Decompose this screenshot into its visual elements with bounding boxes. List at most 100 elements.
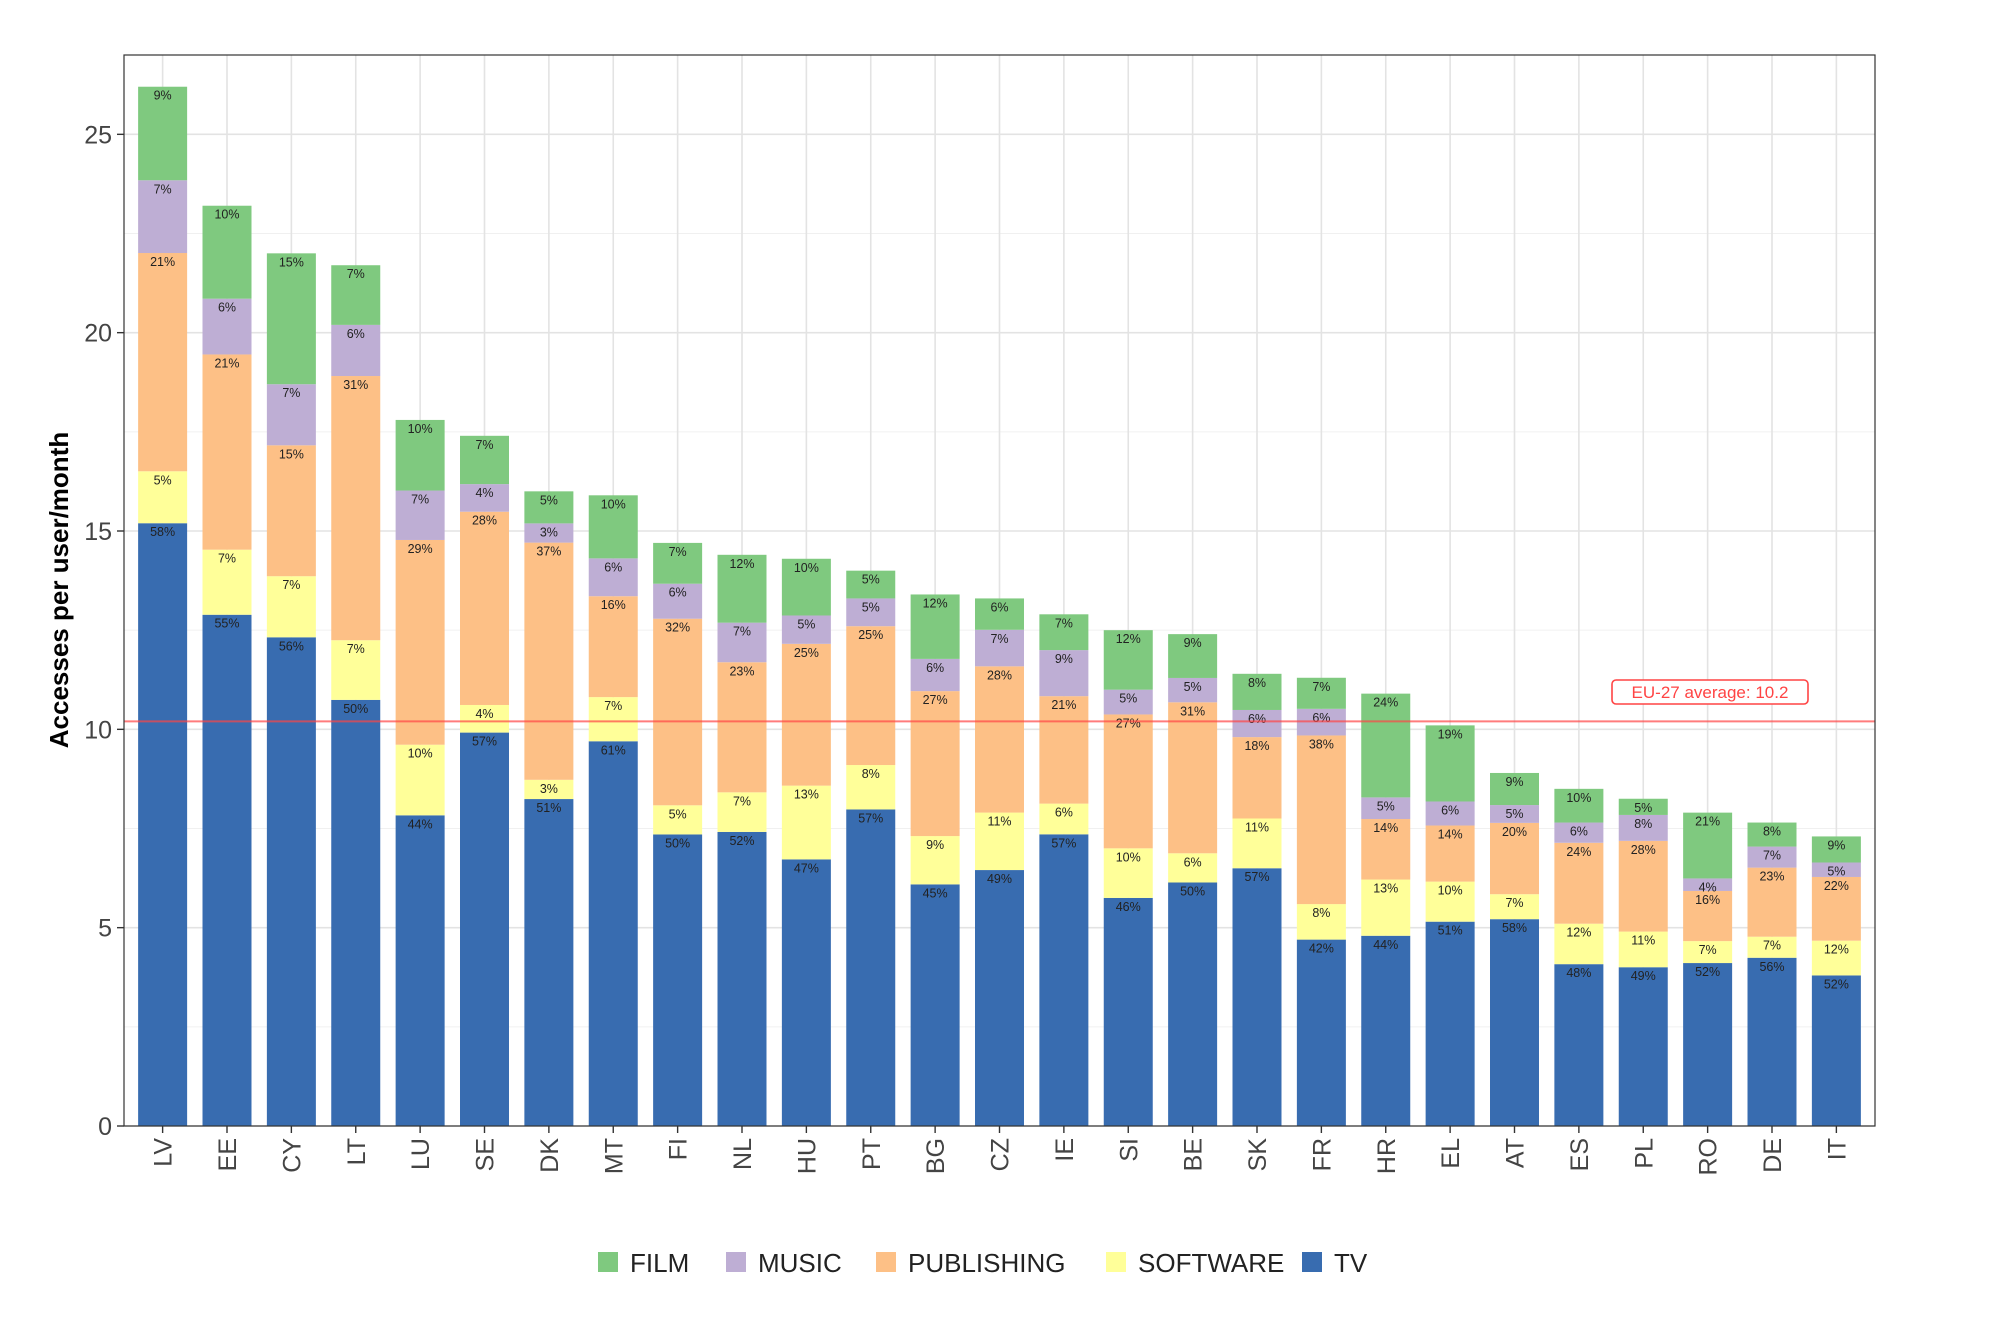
bar-segment-film: [1490, 772, 1539, 806]
data-label: 5%: [669, 807, 687, 821]
bar-segment-publishing: [1168, 702, 1218, 854]
data-label: 28%: [987, 668, 1012, 682]
data-label: 7%: [669, 545, 687, 559]
bar-segment-software: [331, 640, 381, 700]
bar-segment-software: [975, 812, 1024, 871]
bar-segment-film: [202, 205, 252, 299]
bar-segment-publishing: [395, 539, 445, 745]
bar-segment-tv: [1490, 919, 1539, 1126]
data-label: 4%: [475, 707, 493, 721]
bar-segment-publishing: [1296, 735, 1346, 905]
bar-segment-software: [395, 744, 445, 816]
bar-EE: 55% 7% 21% 6% 10%: [202, 205, 252, 1126]
bar-segment-music: [1103, 689, 1153, 715]
bar-segment-software: [1425, 881, 1475, 922]
data-label: 10%: [601, 497, 626, 511]
data-label: 22%: [1824, 879, 1849, 893]
x-tick-label: FR: [1308, 1138, 1336, 1171]
legend-label-music: MUSIC: [758, 1248, 842, 1278]
data-label: 42%: [1309, 942, 1334, 956]
data-label: 5%: [862, 600, 880, 614]
reference-label: EU-27 average: 10.2: [1632, 683, 1789, 702]
bar-segment-publishing: [202, 354, 252, 550]
bar-segment-music: [460, 484, 509, 512]
data-label: 10%: [794, 561, 819, 575]
bar-segment-music: [1039, 650, 1089, 697]
data-label: 18%: [1244, 739, 1269, 753]
bar-segment-film: [1168, 634, 1218, 678]
bar-segment-software: [266, 576, 316, 638]
data-label: 12%: [923, 596, 948, 610]
x-tick-label: EL: [1437, 1138, 1465, 1169]
data-label: 7%: [990, 632, 1008, 646]
data-label: 5%: [1119, 692, 1137, 706]
x-tick-label: RO: [1695, 1138, 1723, 1176]
data-label: 25%: [858, 628, 883, 642]
bar-segment-tv: [1103, 897, 1153, 1126]
data-label: 21%: [150, 255, 175, 269]
data-label: 7%: [1763, 939, 1781, 953]
bar-SK: 57% 11% 18% 6% 8%: [1232, 673, 1282, 1126]
bar-segment-tv: [910, 884, 960, 1126]
bar-segment-publishing: [1103, 714, 1153, 849]
data-label: 57%: [858, 811, 883, 825]
data-label: 6%: [1248, 712, 1266, 726]
bar-DE: 56% 7% 23% 7% 8%: [1747, 822, 1797, 1126]
data-label: 12%: [1116, 632, 1141, 646]
x-tick-label: ES: [1566, 1138, 1594, 1171]
y-axis: 0 5 10 15 20 25: [84, 121, 124, 1141]
bar-segment-software: [846, 765, 896, 810]
data-label: 6%: [1570, 825, 1588, 839]
data-label: 20%: [1502, 825, 1527, 839]
bar-segment-publishing: [1490, 822, 1539, 895]
data-label: 5%: [862, 573, 880, 587]
y-tick-label: 25: [84, 121, 112, 149]
data-label: 7%: [218, 552, 236, 566]
bar-segment-tv: [781, 859, 831, 1126]
data-label: 45%: [923, 886, 948, 900]
bar-segment-film: [1425, 725, 1475, 802]
bar-segment-software: [717, 792, 767, 832]
bar-segment-publishing: [1425, 825, 1475, 882]
data-label: 10%: [1116, 850, 1141, 864]
data-label: 52%: [1824, 977, 1849, 991]
bar-segment-software: [1618, 931, 1668, 968]
bar-segment-music: [781, 615, 831, 644]
x-tick-label: SE: [472, 1138, 500, 1171]
bar-EL: 51% 10% 14% 6% 19%: [1425, 725, 1475, 1126]
data-label: 50%: [343, 702, 368, 716]
data-label: 10%: [1438, 884, 1463, 898]
bar-segment-music: [846, 598, 896, 627]
data-label: 28%: [472, 514, 497, 528]
data-label: 49%: [1631, 969, 1656, 983]
bar-segment-film: [266, 253, 316, 385]
bar-FI: 50% 5% 32% 6% 7%: [653, 542, 703, 1126]
data-label: 5%: [1184, 680, 1202, 694]
legend-label-software: SOFTWARE: [1138, 1248, 1284, 1278]
bar-IT: 52% 12% 22%5% 9%: [1811, 836, 1861, 1126]
bar-segment-tv: [266, 637, 316, 1126]
bar-segment-film: [1747, 822, 1797, 847]
bar-segment-software: [910, 836, 960, 885]
data-label: 58%: [150, 525, 175, 539]
x-tick-label: CY: [278, 1138, 306, 1173]
data-label: 38%: [1309, 737, 1334, 751]
data-label: 10%: [214, 208, 239, 222]
data-label: 21%: [1051, 698, 1076, 712]
data-label: 6%: [1441, 803, 1459, 817]
bar-segment-software: [588, 697, 638, 742]
bar-segment-publishing: [781, 643, 831, 786]
bar-segment-tv: [717, 831, 767, 1126]
data-label: 51%: [536, 801, 561, 815]
data-label: 8%: [1248, 676, 1266, 690]
bar-SE: 57% 4% 28% 4% 7%: [460, 435, 509, 1126]
data-label: 57%: [1244, 870, 1269, 884]
bar-segment-tv: [460, 732, 509, 1126]
data-label: 5%: [1377, 799, 1395, 813]
x-tick-label: PL: [1630, 1138, 1658, 1169]
data-label: 31%: [1180, 704, 1205, 718]
data-label: 23%: [1759, 870, 1784, 884]
bar-segment-software: [1490, 894, 1539, 920]
reference-line-group: EU-27 average: 10.2: [124, 679, 1875, 723]
data-label: 24%: [1373, 696, 1398, 710]
